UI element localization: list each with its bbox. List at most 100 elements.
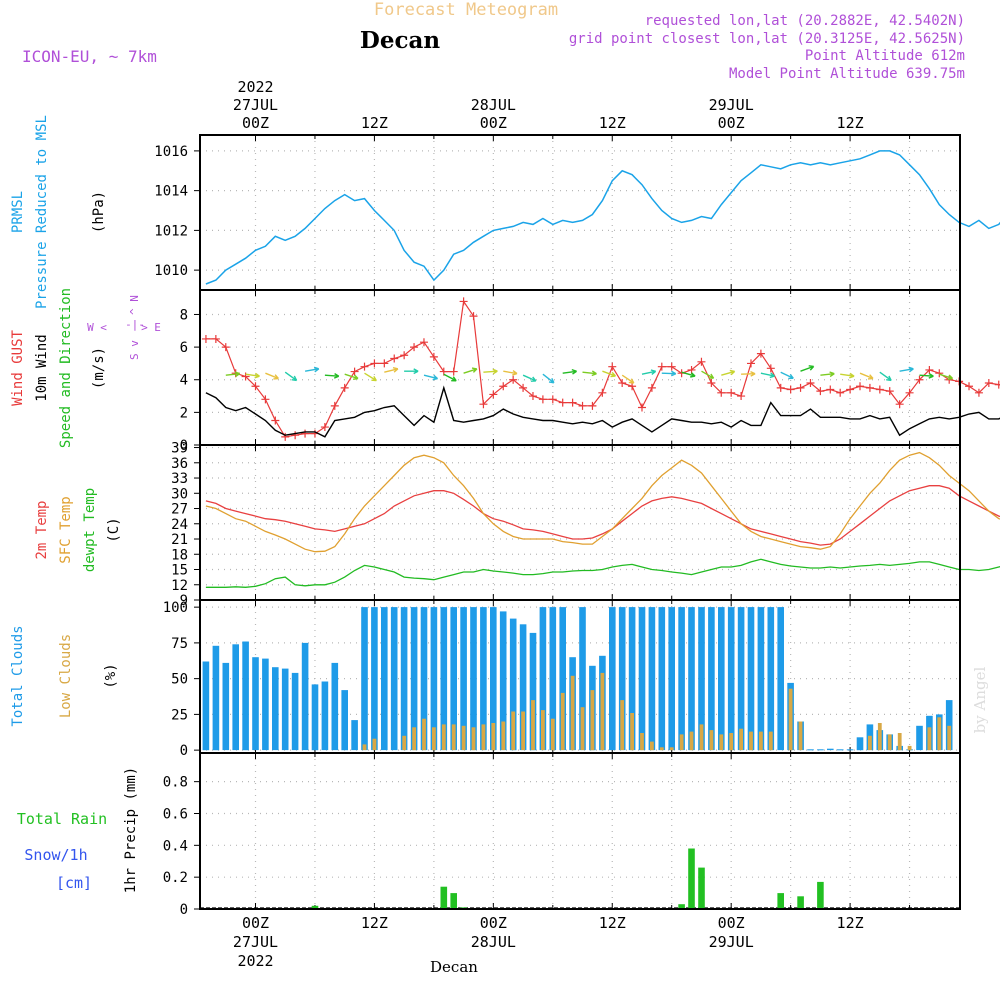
rain-bar <box>678 904 685 909</box>
low-cloud-bar <box>461 725 466 751</box>
low-cloud-bar <box>491 723 496 751</box>
gust-marker <box>618 379 627 387</box>
top-hour-label: 12Z <box>599 114 626 132</box>
total-cloud-bar <box>856 737 864 751</box>
gust-marker <box>241 372 250 381</box>
low-cloud-bar <box>897 733 902 751</box>
low-cloud-bar <box>788 688 793 751</box>
wind-direction-arrow <box>404 368 419 375</box>
low-cloud-bar <box>759 731 763 751</box>
low-cloud-bar <box>402 735 407 751</box>
gust-marker <box>578 401 587 410</box>
low-cloud-bar <box>640 733 644 751</box>
gust-marker <box>756 349 765 358</box>
gust-marker <box>548 395 557 404</box>
bottom-date-label: 28JUL <box>471 933 516 951</box>
gust-marker <box>875 385 884 394</box>
total-cloud-bar <box>648 607 656 751</box>
low-cloud-bar <box>511 711 516 751</box>
low-cloud-bar <box>550 718 555 751</box>
gust-marker <box>697 357 706 366</box>
total-cloud-bar <box>708 607 715 751</box>
total-cloud-bar <box>440 607 448 751</box>
wind-direction-arrow <box>284 371 298 382</box>
gust-marker <box>251 382 260 391</box>
gust-marker <box>271 416 280 425</box>
low-cloud-bar <box>441 724 446 751</box>
panel-border <box>199 444 961 601</box>
gust-marker <box>201 334 210 343</box>
y-tick-label: 39 <box>171 441 188 457</box>
total-cloud-bar <box>757 607 765 751</box>
gust-marker <box>826 385 835 394</box>
compass-south: S v <box>128 340 141 360</box>
y-tick-label: 1016 <box>154 144 188 160</box>
y-tick-label: 25 <box>171 707 188 723</box>
bottom-hour-label: 00Z <box>242 914 269 932</box>
gust-marker <box>469 312 478 321</box>
gust-marker <box>647 383 656 392</box>
y-tick-label: 1014 <box>154 184 188 200</box>
gust-marker <box>806 379 815 387</box>
gust-marker <box>766 364 775 373</box>
low-cloud-bar <box>412 727 416 751</box>
gust-marker <box>489 390 498 399</box>
low-cloud-bar <box>471 727 476 751</box>
gust-marker <box>419 338 428 347</box>
low-cloud-bar <box>768 731 773 751</box>
gust-marker <box>400 351 409 360</box>
wind-direction-arrow <box>443 373 457 382</box>
total-cloud-bar <box>678 607 685 751</box>
low-cloud-bar <box>669 747 674 751</box>
label-1hr-precip: 1hr Precip (mm) <box>123 767 139 893</box>
pressure-line <box>205 150 1000 285</box>
low-cloud-bar <box>560 692 565 751</box>
total-cloud-bar <box>262 658 269 751</box>
rain-bar <box>698 867 705 909</box>
total-cloud-bar <box>658 607 666 751</box>
label-10m-wind: 10m Wind <box>34 334 50 401</box>
bottom-hour-label: 12Z <box>361 914 388 932</box>
label-c: (C) <box>106 517 122 542</box>
total-cloud-bar <box>490 607 497 751</box>
total-cloud-bar <box>371 607 378 751</box>
wind-direction-arrow <box>840 372 855 379</box>
gust-marker <box>915 375 924 384</box>
y-tick-label: 0.8 <box>163 775 188 791</box>
gust-marker <box>816 387 825 396</box>
top-hour-label: 00Z <box>718 114 745 132</box>
low-cloud-bar <box>709 730 714 751</box>
wind-direction-arrow <box>245 372 260 379</box>
total-cloud-bar <box>807 749 814 751</box>
low-cloud-bar <box>521 711 525 751</box>
dewpt-line <box>205 558 1000 588</box>
gust-marker <box>281 432 290 441</box>
y-tick-label: 24 <box>171 517 188 533</box>
total-cloud-bar <box>420 607 428 751</box>
gust-marker <box>538 395 547 404</box>
gust-marker <box>895 400 904 409</box>
low-cloud-bar <box>630 713 634 751</box>
wind-direction-arrow <box>879 371 892 382</box>
low-cloud-bar <box>501 721 506 751</box>
total-cloud-bar <box>539 607 547 751</box>
wind-direction-arrow <box>503 370 518 376</box>
label-2m-temp: 2m Temp <box>34 500 50 559</box>
low-cloud-bar <box>679 734 684 751</box>
wind-direction-arrow <box>265 372 279 380</box>
top-hour-label: 12Z <box>837 114 864 132</box>
total-cloud-bar <box>638 607 646 751</box>
label-pressure-msl: Pressure Reduced to MSL <box>34 115 50 309</box>
wind-direction-arrow <box>562 368 577 375</box>
y-tick-label: 0.6 <box>163 806 188 822</box>
y-tick-label: 6 <box>180 340 188 356</box>
rain-bar <box>797 896 804 909</box>
wind-direction-arrow <box>364 372 377 382</box>
gust-marker <box>974 388 983 397</box>
y-tick-label: 50 <box>171 672 188 688</box>
rain-bar <box>311 905 319 909</box>
total-cloud-bar <box>688 607 695 751</box>
gust-marker <box>667 362 676 371</box>
total-cloud-bar <box>945 700 953 751</box>
